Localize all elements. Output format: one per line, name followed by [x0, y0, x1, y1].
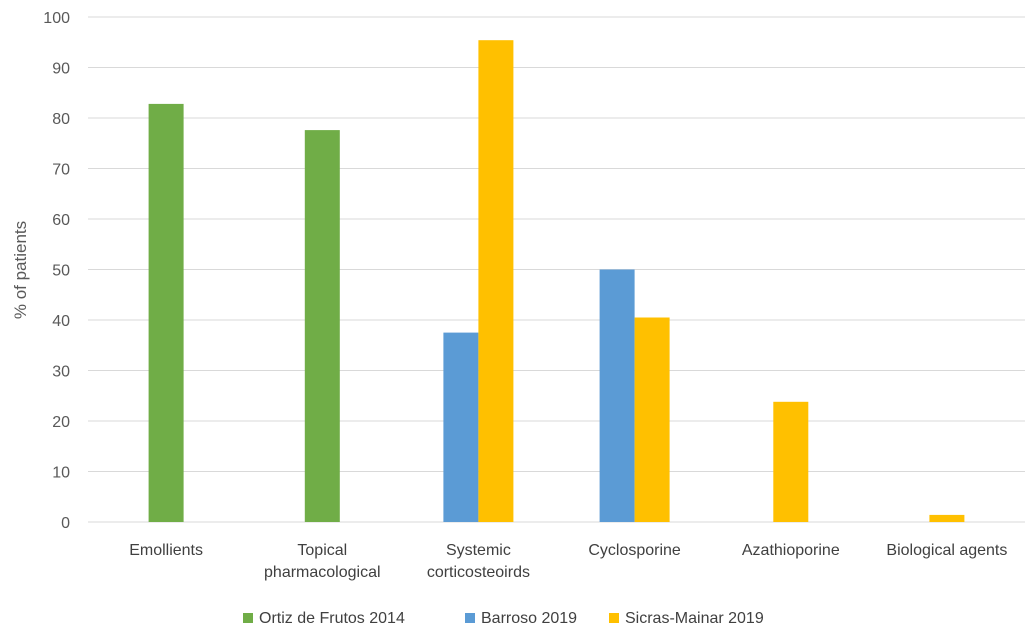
bar	[478, 40, 514, 522]
x-category-label: Azathioporine	[742, 542, 840, 559]
bar	[773, 401, 809, 522]
y-axis-title: % of patients	[11, 221, 30, 319]
legend: Ortiz de Frutos 2014 Barroso 2019 Sicras-M…	[243, 610, 764, 627]
bar	[443, 332, 479, 522]
legend-label: Ortiz de Frutos 2014	[259, 610, 405, 627]
y-tick-label: 0	[61, 515, 70, 532]
x-category-label: Cyclosporine	[588, 542, 681, 559]
x-axis-categories: Emollients Topical pharmacological Systemic…	[129, 542, 1007, 581]
bar	[148, 103, 184, 523]
bar	[929, 514, 965, 522]
bar	[304, 130, 340, 522]
x-category-label: Topical	[297, 542, 347, 559]
legend-label: Barroso 2019	[481, 610, 577, 627]
bar	[634, 317, 670, 522]
legend-swatch	[243, 613, 253, 623]
bars	[148, 40, 965, 523]
y-tick-label: 20	[52, 414, 70, 431]
y-tick-label: 80	[52, 111, 70, 128]
x-category-label: corticosteoirds	[427, 564, 530, 581]
y-tick-label: 90	[52, 61, 70, 78]
x-category-label: Emollients	[129, 542, 203, 559]
y-tick-label: 40	[52, 313, 70, 330]
y-tick-label: 70	[52, 162, 70, 179]
y-tick-label: 10	[52, 465, 70, 482]
gridlines	[88, 16, 1025, 523]
x-category-label: Systemic	[446, 542, 511, 559]
legend-swatch	[609, 613, 619, 623]
y-tick-label: 60	[52, 212, 70, 229]
y-tick-label: 30	[52, 364, 70, 381]
x-category-label: Biological agents	[886, 542, 1007, 559]
legend-label: Sicras-Mainar 2019	[625, 610, 764, 627]
y-tick-label: 100	[43, 10, 70, 27]
x-category-label: pharmacological	[264, 564, 381, 581]
y-axis-ticks: 0 10 20 30 40 50 60 70 80 90 100	[43, 10, 70, 532]
bar	[599, 269, 635, 522]
legend-swatch	[465, 613, 475, 623]
y-tick-label: 50	[52, 263, 70, 280]
